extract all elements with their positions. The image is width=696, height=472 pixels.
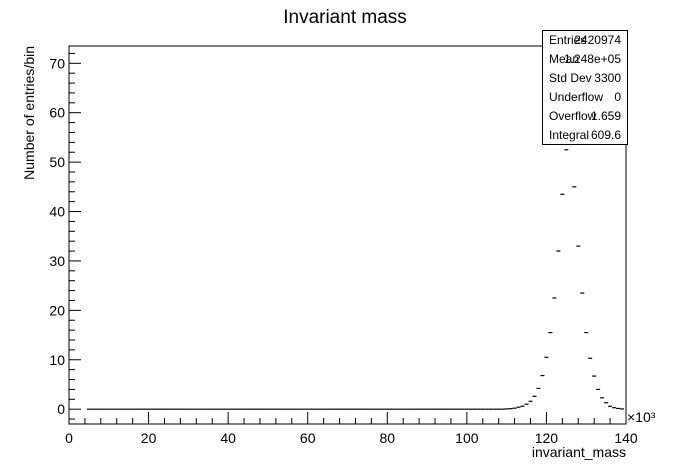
stats-entries-name: Entries bbox=[549, 33, 587, 47]
y-tick-label: 0 bbox=[57, 401, 65, 417]
x-tick-label: 40 bbox=[220, 430, 236, 446]
stats-overflow-value: 1.659 bbox=[590, 109, 621, 123]
axis-tick-labels: 0 20 40 60 80 100 120 140 0 10 20 30 40 50 60 70 bbox=[49, 55, 637, 446]
plot-frame bbox=[68, 45, 627, 425]
y-tick-label: 50 bbox=[49, 154, 65, 170]
x-tick-label: 80 bbox=[379, 430, 395, 446]
stats-entries-value: 2420974 bbox=[574, 33, 621, 47]
x-axis-label: invariant_mass bbox=[532, 444, 626, 460]
data-points bbox=[86, 119, 625, 410]
stats-row-underflow: Underflow 0 bbox=[549, 88, 621, 106]
stats-overflow-name: Overflow bbox=[549, 109, 597, 123]
stats-underflow-name: Underflow bbox=[549, 90, 604, 104]
x-tick-label: 100 bbox=[455, 430, 479, 446]
stats-std-dev-name: Std Dev bbox=[549, 71, 592, 85]
stats-box: Entries 2420974 Mean 1.248e+05 Std Dev 3… bbox=[542, 30, 628, 145]
y-tick-label: 60 bbox=[49, 105, 65, 121]
y-tick-label: 10 bbox=[49, 352, 65, 368]
y-tick-label: 30 bbox=[49, 253, 65, 269]
stats-row-std-dev: Std Dev 3300 bbox=[549, 69, 621, 87]
stats-row-integral: Integral 609.6 bbox=[549, 126, 621, 144]
x-axis-exponent: ×10³ bbox=[627, 409, 656, 425]
x-tick-label: 60 bbox=[300, 430, 316, 446]
axis-ticks bbox=[68, 52, 627, 424]
chart-title: Invariant mass bbox=[283, 7, 407, 28]
stats-underflow-value: 0 bbox=[614, 90, 621, 104]
stats-mean-name: Mean bbox=[549, 52, 580, 66]
stats-row-mean: Mean 1.248e+05 bbox=[549, 50, 621, 68]
y-tick-label: 20 bbox=[49, 302, 65, 318]
stats-row-entries: Entries 2420974 bbox=[549, 31, 621, 49]
stats-integral-value: 609.6 bbox=[590, 128, 621, 142]
stats-integral-name: Integral bbox=[549, 128, 590, 142]
y-tick-label: 70 bbox=[49, 55, 65, 71]
x-tick-label: 20 bbox=[141, 430, 157, 446]
y-tick-label: 40 bbox=[49, 204, 65, 220]
stats-mean-value: 1.248e+05 bbox=[563, 52, 621, 66]
x-tick-label: 0 bbox=[65, 430, 73, 446]
stats-std-dev-value: 3300 bbox=[594, 71, 621, 85]
y-axis-label: Number of entries/bin bbox=[21, 46, 37, 180]
x-tick-label: 120 bbox=[535, 430, 559, 446]
x-tick-label: 140 bbox=[614, 430, 638, 446]
stats-row-overflow: Overflow 1.659 bbox=[549, 107, 621, 125]
